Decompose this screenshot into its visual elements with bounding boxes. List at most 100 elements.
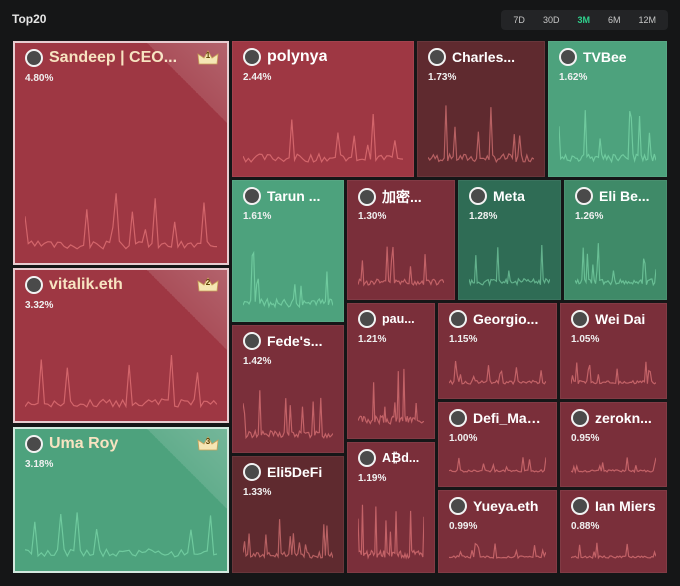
tile-header: Charles... [428, 48, 534, 66]
sparkline [358, 488, 424, 564]
period-tabs: 7D 30D 3M 6M 12M [501, 10, 668, 30]
sparkline [358, 350, 424, 430]
tile-charles[interactable]: Charles... 1.73% [417, 41, 545, 177]
avatar [559, 48, 577, 66]
rank-corner [147, 429, 227, 509]
tile-name: TVBee [583, 49, 627, 65]
avatar [25, 276, 43, 294]
tile-header: Uma Roy [25, 435, 217, 453]
tile-header: A₿d... [358, 449, 424, 467]
rank-corner [147, 270, 227, 350]
tile-name: A₿d... [382, 451, 420, 465]
avatar [571, 409, 589, 427]
avatar [449, 497, 467, 515]
tile-percent: 1.33% [243, 487, 272, 498]
avatar [243, 463, 261, 481]
tile-georgio[interactable]: Georgio... 1.15% [438, 303, 557, 399]
tile-percent: 1.15% [449, 334, 478, 345]
tile-percent: 1.30% [358, 211, 387, 222]
avatar [25, 49, 43, 67]
tile-name: vitalik.eth [49, 276, 123, 293]
tile-percent: 1.62% [559, 72, 588, 83]
tile-abd[interactable]: A₿d... 1.19% [347, 442, 435, 573]
tile-percent: 1.73% [428, 72, 457, 83]
rank-number: 1 [205, 51, 211, 60]
tile-uma-roy[interactable]: Uma Roy 3.18% 3 [13, 427, 229, 573]
tile-header: 加密... [358, 187, 444, 207]
tile-wei-dai[interactable]: Wei Dai 1.05% [560, 303, 667, 399]
avatar [358, 310, 376, 328]
tab-30d[interactable]: 30D [542, 15, 560, 25]
sparkline [449, 448, 546, 478]
tab-12m[interactable]: 12M [638, 15, 656, 25]
tile-percent: 0.88% [571, 521, 600, 532]
tab-7d[interactable]: 7D [513, 15, 525, 25]
tab-6m[interactable]: 6M [607, 15, 621, 25]
tile-name: Eli Be... [599, 188, 650, 204]
tile-header: Yueya.eth [449, 497, 546, 515]
tile-name: 加密... [382, 189, 422, 205]
tile-meta[interactable]: Meta 1.28% [458, 180, 561, 300]
tile-polynya[interactable]: polynya 2.44% [232, 41, 414, 177]
sparkline [559, 88, 656, 168]
tile-vitalik[interactable]: vitalik.eth 3.32% 2 [13, 268, 229, 423]
avatar [571, 310, 589, 328]
avatar [243, 187, 261, 205]
tile-percent: 1.19% [358, 473, 387, 484]
tile-name: Fede's... [267, 333, 323, 349]
tile-tarun[interactable]: Tarun ... 1.61% [232, 180, 344, 322]
tile-tvbee[interactable]: TVBee 1.62% [548, 41, 667, 177]
tile-name: Tarun ... [267, 188, 321, 204]
tile-name: Wei Dai [595, 311, 646, 327]
tile-name: Defi_Mae... [473, 410, 546, 426]
tile-crypto-cn[interactable]: 加密... 1.30% [347, 180, 455, 300]
tile-header: Fede's... [243, 332, 333, 350]
sparkline [428, 88, 534, 168]
tile-percent: 1.28% [469, 211, 498, 222]
sparkline [25, 483, 217, 563]
tile-name: Georgio... [473, 311, 539, 327]
tab-3m[interactable]: 3M [577, 15, 590, 25]
sparkline [571, 534, 656, 564]
avatar [469, 187, 487, 205]
tile-header: Defi_Mae... [449, 409, 546, 427]
tile-percent: 1.00% [449, 433, 478, 444]
tile-percent: 3.18% [25, 459, 54, 470]
avatar [575, 187, 593, 205]
avatar [243, 332, 261, 350]
tile-eli-be[interactable]: Eli Be... 1.26% [564, 180, 667, 300]
tile-yueya[interactable]: Yueya.eth 0.99% [438, 490, 557, 573]
sparkline [243, 233, 333, 313]
tile-percent: 1.61% [243, 211, 272, 222]
sparkline [449, 349, 546, 390]
sparkline [243, 371, 333, 444]
sparkline [469, 226, 550, 291]
page-title: Top20 [12, 12, 47, 26]
tile-header: vitalik.eth [25, 276, 217, 294]
tile-name: Meta [493, 188, 525, 204]
tile-fede[interactable]: Fede's... 1.42% [232, 325, 344, 453]
header: Top20 7D 30D 3M 6M 12M [0, 0, 680, 36]
tile-percent: 3.32% [25, 300, 54, 311]
tile-eli5defi[interactable]: Eli5DeFi 1.33% [232, 456, 344, 573]
tile-ian-miers[interactable]: Ian Miers 0.88% [560, 490, 667, 573]
tile-header: zerokn... [571, 409, 656, 427]
tile-percent: 1.26% [575, 211, 604, 222]
tile-header: Meta [469, 187, 550, 205]
tile-name: Uma Roy [49, 435, 119, 452]
crown-icon [197, 49, 219, 67]
tile-header: Eli Be... [575, 187, 656, 205]
tile-defi-mae[interactable]: Defi_Mae... 1.00% [438, 402, 557, 487]
tile-name: Yueya.eth [473, 498, 539, 514]
tile-percent: 1.42% [243, 356, 272, 367]
tile-pau[interactable]: pau... 1.21% [347, 303, 435, 439]
avatar [25, 435, 43, 453]
tile-zerokn[interactable]: zerokn... 0.95% [560, 402, 667, 487]
tile-sandeep[interactable]: Sandeep | CEO... 4.80% 1 [13, 41, 229, 265]
tile-header: TVBee [559, 48, 656, 66]
tile-percent: 1.05% [571, 334, 600, 345]
tile-percent: 1.21% [358, 334, 387, 345]
tile-name: Eli5DeFi [267, 464, 323, 480]
sparkline [243, 502, 333, 564]
avatar [243, 48, 261, 66]
